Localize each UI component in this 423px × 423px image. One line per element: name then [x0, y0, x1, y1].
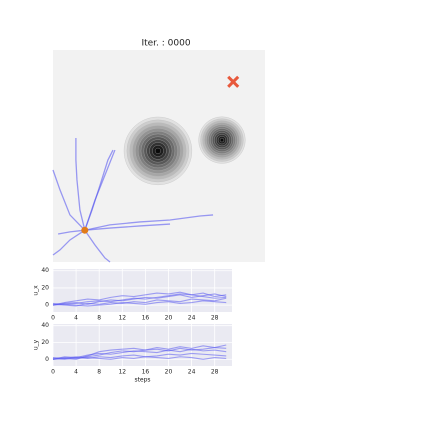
control-line — [52, 300, 227, 307]
trajectory — [52, 169, 86, 231]
trajectory — [84, 149, 116, 231]
control-line — [52, 348, 227, 360]
start-marker — [81, 226, 89, 234]
plot-area — [53, 324, 232, 366]
trajectory — [52, 229, 86, 256]
x-tick-label: 20 — [165, 315, 173, 322]
goal-marker — [227, 75, 240, 88]
y-tick-label: 40 — [41, 322, 49, 329]
y-tick-label: 0 — [45, 356, 49, 363]
obstacle — [219, 138, 225, 143]
y-axis-label: u_y — [33, 339, 40, 350]
x-tick-label: 8 — [97, 315, 101, 322]
control-line — [52, 291, 227, 306]
x-tick-label: 0 — [51, 369, 55, 376]
x-tick-label: 4 — [74, 369, 78, 376]
x-tick-label: 16 — [142, 369, 150, 376]
x-tick-label: 20 — [165, 369, 173, 376]
control-line — [52, 297, 227, 307]
trajectory — [84, 214, 214, 231]
x-tick-label: 24 — [188, 369, 196, 376]
trajectory — [84, 223, 171, 231]
y-tick-label: 0 — [45, 302, 49, 309]
x-axis-label: steps — [134, 377, 150, 384]
title: Iter. : 0000 — [141, 39, 190, 49]
x-tick-label: 12 — [118, 369, 126, 376]
x-tick-label: 24 — [188, 315, 196, 322]
x-tick-label: 4 — [74, 315, 78, 322]
y-tick-label: 40 — [41, 267, 49, 274]
trajectory — [84, 229, 111, 263]
x-tick-label: 12 — [118, 315, 126, 322]
x-tick-label: 16 — [142, 315, 150, 322]
control-line — [52, 293, 227, 306]
y-tick-label: 20 — [41, 284, 49, 291]
trajectory — [57, 229, 85, 235]
control-line — [52, 356, 227, 360]
obstacle — [154, 147, 161, 154]
x-tick-label: 28 — [211, 369, 219, 376]
y-axis-label: u_x — [33, 285, 40, 296]
x-tick-label: 8 — [97, 369, 101, 376]
x-tick-label: 0 — [51, 315, 55, 322]
trajectory — [75, 137, 86, 231]
y-tick-label: 20 — [41, 339, 49, 346]
x-tick-label: 28 — [211, 315, 219, 322]
